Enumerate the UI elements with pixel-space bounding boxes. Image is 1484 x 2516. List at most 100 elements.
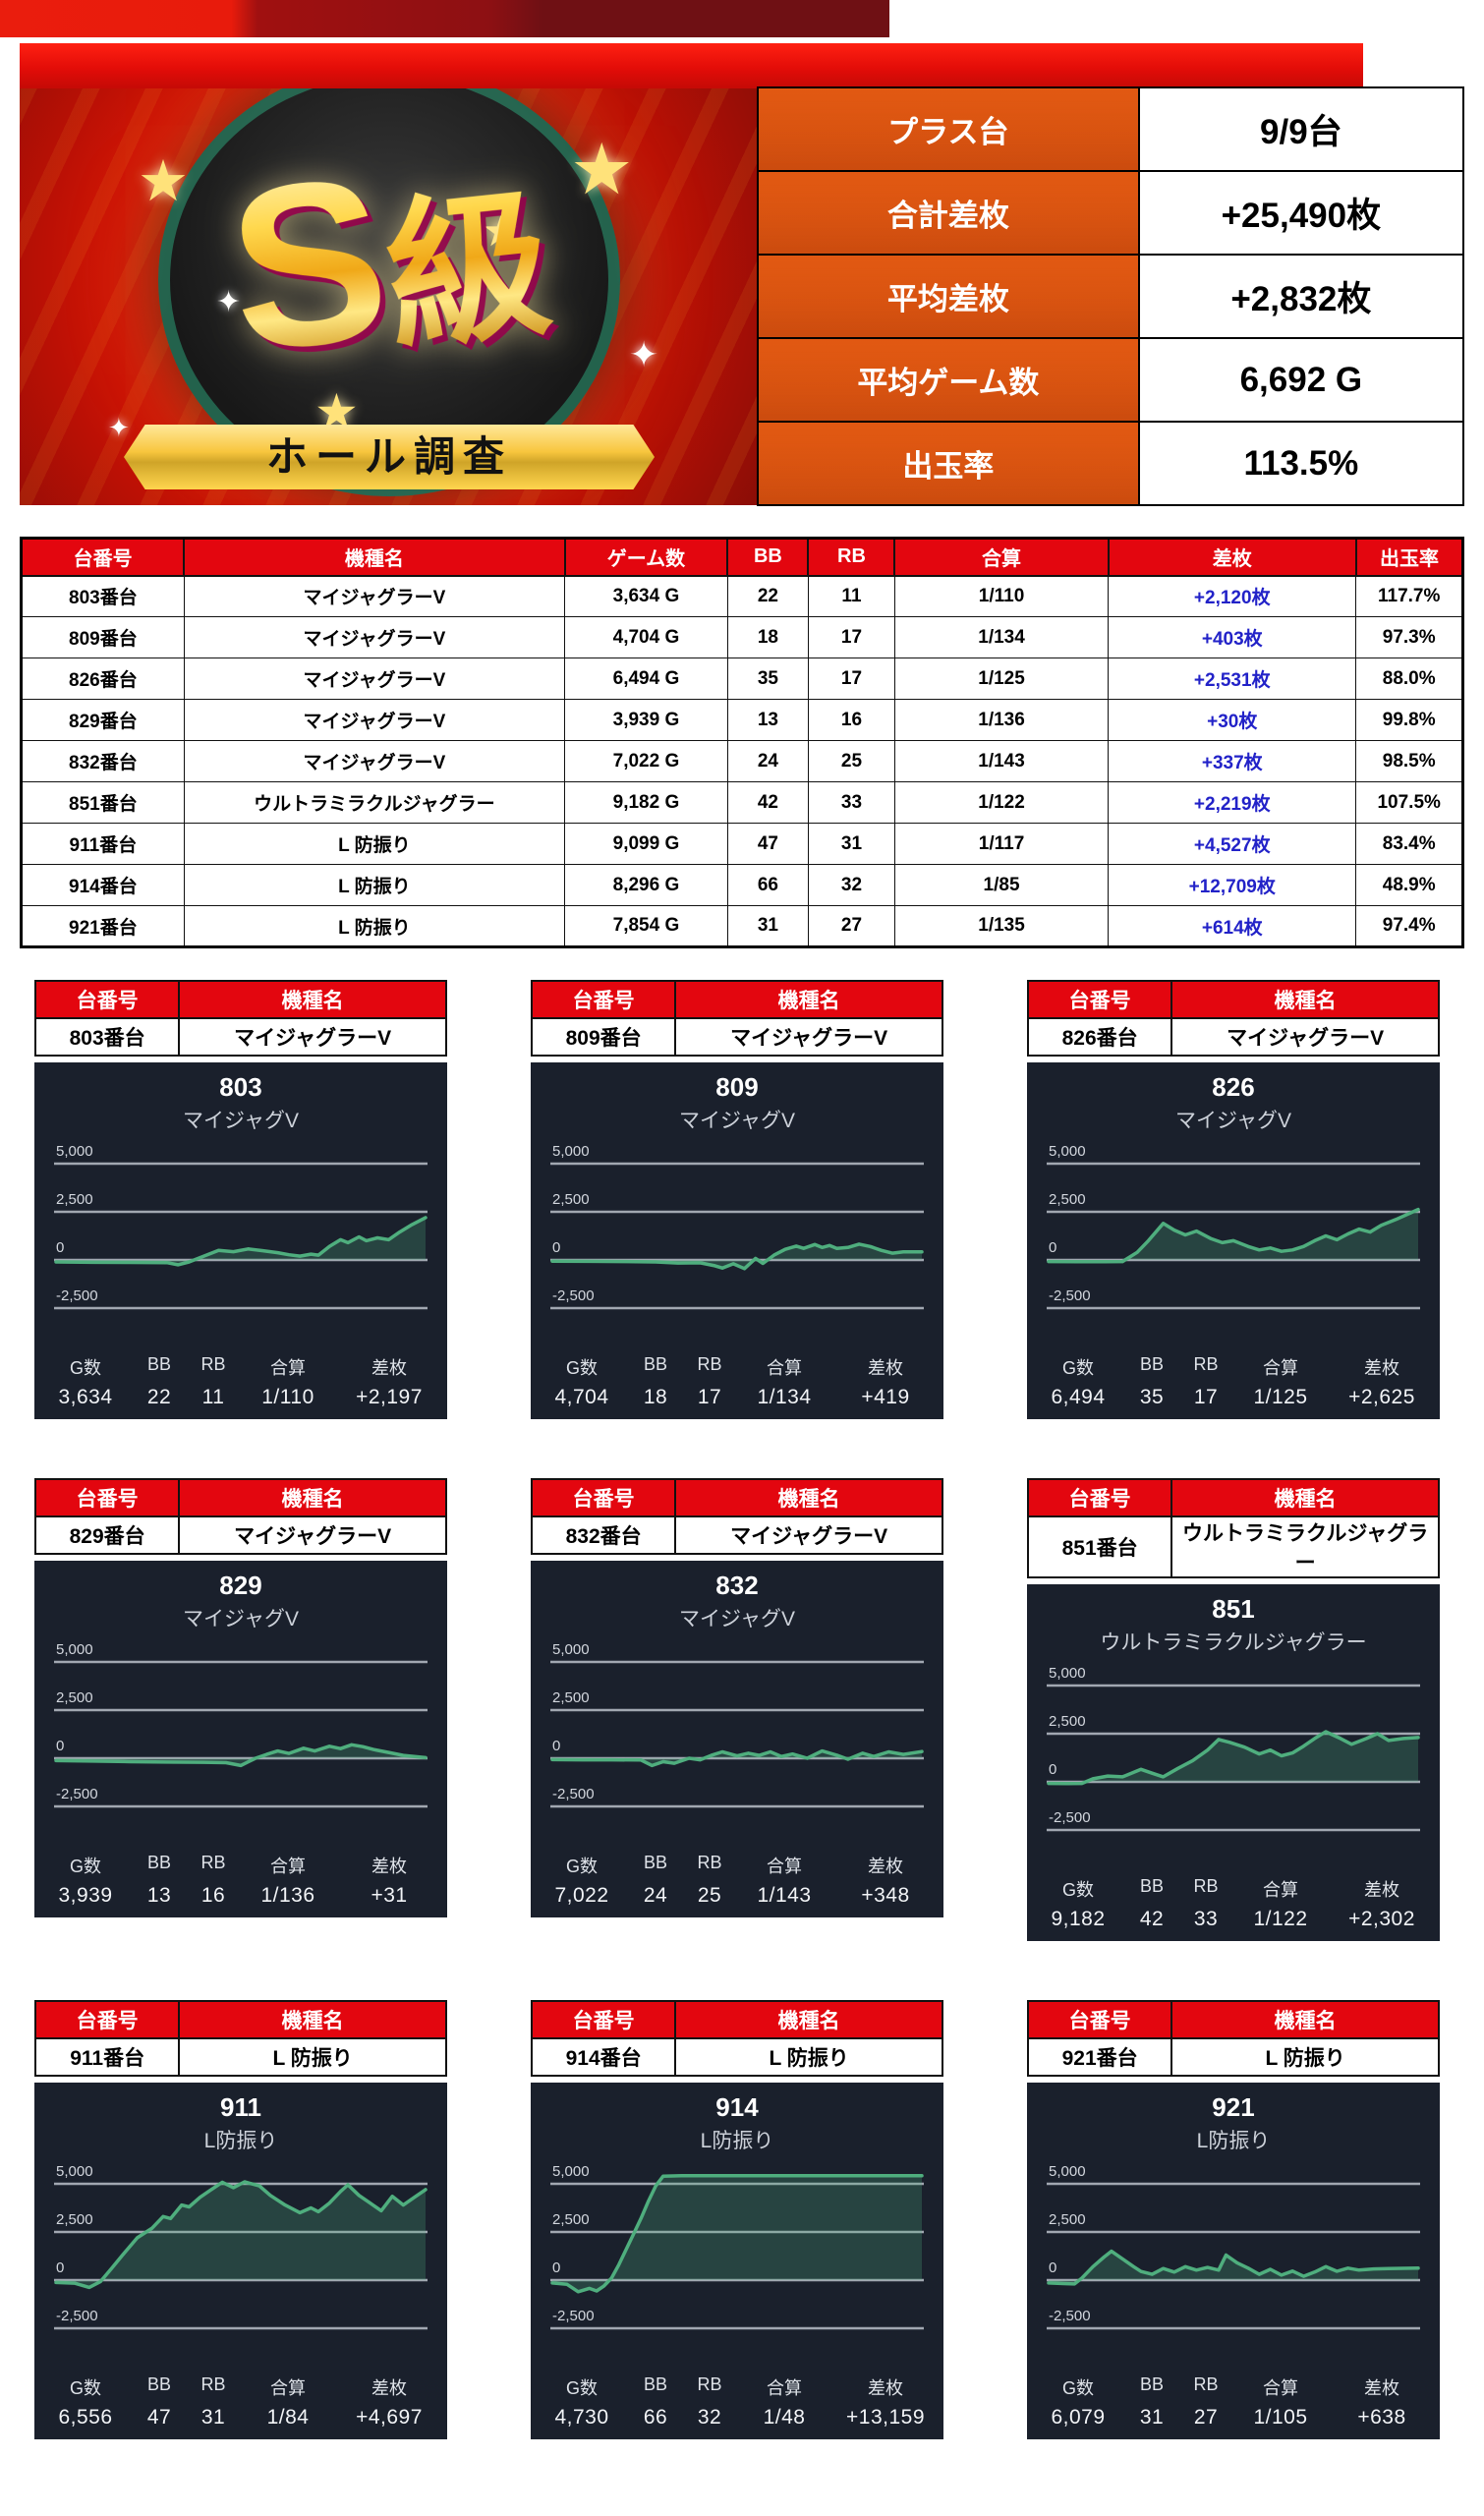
- stat-header: 差枚: [371, 1358, 407, 1378]
- table-row: 832番台 マイジャグラーV 7,022 G 24 25 1/143 +337枚 98.5%: [21, 740, 1463, 782]
- unit-header: 台番号: [33, 980, 181, 1019]
- slump-graph: 5,000 2,500 0 -2,500: [550, 2163, 924, 2330]
- stat-value: 9,182: [1051, 1908, 1106, 1930]
- stat-header: RB: [1193, 2374, 1219, 2394]
- data-cell: 6,494 G: [564, 658, 728, 700]
- column-header: 差枚: [1107, 537, 1357, 577]
- column-header: 台番号: [20, 537, 186, 577]
- y-tick-label: 5,000: [56, 1641, 93, 1658]
- table-row: 803番台 マイジャグラーV 3,634 G 22 11 1/110 +2,120枚 117.…: [21, 575, 1463, 617]
- model-name: ウルトラミラクルジャグラー: [1170, 1515, 1440, 1578]
- slump-graph: 5,000 2,500 0 -2,500: [550, 1641, 924, 1808]
- diff-cell: +30枚: [1108, 699, 1357, 741]
- data-cell: L 防振り: [183, 864, 566, 906]
- card-stats-values: 4,704 18 17 1/134 +419: [542, 1386, 932, 1409]
- slump-graph: 5,000 2,500 0 -2,500: [1047, 2163, 1420, 2330]
- card-mini-table: 台番号 機種名 826番台 マイジャグラーV: [1026, 980, 1440, 1057]
- summary-value: +25,490枚: [1137, 170, 1465, 256]
- card-title: 911: [220, 2092, 261, 2122]
- card-mini-header-row: 台番号 機種名: [33, 980, 447, 1019]
- y-tick-label: 0: [552, 1738, 560, 1754]
- slump-graph: 5,000 2,500 0 -2,500: [54, 1143, 428, 1310]
- stat-header: RB: [697, 2374, 722, 2394]
- rank-kanji: 級: [377, 172, 559, 370]
- y-tick-label: 5,000: [56, 2163, 93, 2180]
- results-table-head: 台番号 機種名 ゲーム数 BB RB 合算 差枚 出玉率: [20, 537, 1464, 577]
- data-cell: ウルトラミラクルジャグラー: [183, 781, 566, 824]
- card-subtitle: L防振り: [700, 2130, 774, 2152]
- card-mini-table: 台番号 機種名 921番台 L 防振り: [1026, 2000, 1440, 2077]
- stat-value: 17: [1193, 1386, 1219, 1408]
- machine-card: 台番号 機種名 829番台 マイジャグラーV 829 マイジャグV 5,000 2,500 0 -…: [33, 1478, 447, 1941]
- stat-header: G数: [565, 1358, 598, 1378]
- stat-value: 1/84: [266, 2406, 310, 2429]
- stat-header: G数: [565, 1857, 598, 1876]
- card-mini-header-row: 台番号 機種名: [530, 980, 943, 1019]
- card-mini-data-row: 921番台 L 防振り: [1026, 2037, 1440, 2077]
- unit-number-cell: 851番台: [21, 781, 185, 824]
- stat-header: RB: [200, 1354, 226, 1374]
- model-name: マイジャグラーV: [674, 1515, 943, 1555]
- y-tick-label: 2,500: [1049, 2211, 1086, 2228]
- card-mini-data-row: 826番台 マイジャグラーV: [1026, 1017, 1440, 1057]
- sparkle-icon: ✦: [216, 286, 242, 318]
- diff-cell: +2,219枚: [1108, 781, 1357, 824]
- stat-header: 合算: [270, 1857, 306, 1876]
- stat-header: 合算: [767, 2378, 802, 2398]
- stat-value: 13: [146, 1884, 172, 1907]
- card-mini-table: 台番号 機種名 829番台 マイジャグラーV: [33, 1478, 447, 1555]
- stat-value: 31: [200, 2406, 226, 2429]
- unit-header: 台番号: [530, 980, 677, 1019]
- stat-header: 差枚: [371, 1857, 407, 1876]
- graph-card: 809 マイジャグV 5,000 2,500 0 -2,500 G数 BB RB 合算 差枚 4,70…: [531, 1062, 943, 1419]
- unit-number-cell: 829番台: [21, 699, 185, 741]
- slump-line: [550, 1748, 924, 1768]
- table-row: 911番台 L 防振り 9,099 G 47 31 1/117 +4,527枚 83.4%: [21, 823, 1463, 865]
- model-header: 機種名: [1170, 2000, 1440, 2039]
- column-header: 出玉率: [1354, 537, 1464, 577]
- card-subtitle: マイジャグV: [679, 1110, 795, 1132]
- data-cell: 33: [807, 781, 895, 824]
- y-tick-label: 5,000: [552, 1143, 590, 1160]
- table-row: 921番台 L 防振り 7,854 G 31 27 1/135 +614枚 97.4%: [21, 905, 1463, 947]
- data-cell: 11: [807, 575, 895, 617]
- card-mini-header-row: 台番号 機種名: [33, 2000, 447, 2039]
- card-mini-table: 台番号 機種名 803番台 マイジャグラーV: [33, 980, 447, 1057]
- card-title: 803: [219, 1072, 262, 1102]
- data-cell: 1/134: [893, 616, 1110, 658]
- stat-value: 1/105: [1253, 2406, 1308, 2429]
- card-mini-table: 台番号 機種名 911番台 L 防振り: [33, 2000, 447, 2077]
- y-tick-label: 2,500: [56, 1191, 93, 1208]
- card-stats-headers: G数 BB RB 合算 差枚: [46, 1354, 435, 1380]
- data-cell: 32: [807, 864, 895, 906]
- card-stats-values: 9,182 42 33 1/122 +2,302: [1039, 1908, 1428, 1931]
- table-row: 851番台 ウルトラミラクルジャグラー 9,182 G 42 33 1/122 +2,219…: [21, 781, 1463, 824]
- machine-card: 台番号 機種名 826番台 マイジャグラーV 826 マイジャグV 5,000 2,500 0 -…: [1026, 980, 1440, 1419]
- stat-value: +2,197: [356, 1386, 423, 1408]
- graph-card: 921 L防振り 5,000 2,500 0 -2,500 G数 BB RB 合算 差枚 6,079 3…: [1027, 2083, 1440, 2439]
- data-cell: マイジャグラーV: [183, 699, 566, 741]
- card-title: 921: [1212, 2092, 1255, 2122]
- unit-header: 台番号: [1026, 980, 1173, 1019]
- y-tick-label: 0: [56, 2259, 64, 2276]
- card-stats-headers: G数 BB RB 合算 差枚: [542, 2374, 932, 2400]
- stat-value: 17: [697, 1386, 722, 1408]
- machine-card: 台番号 機種名 809番台 マイジャグラーV 809 マイジャグV 5,000 2,500 0 -…: [530, 980, 943, 1419]
- stat-header: RB: [1193, 1876, 1219, 1896]
- y-tick-label: 5,000: [1049, 1143, 1086, 1160]
- data-cell: マイジャグラーV: [183, 616, 566, 658]
- stat-header: G数: [565, 2378, 598, 2398]
- model-name: L 防振り: [1170, 2037, 1440, 2077]
- stat-header: G数: [1061, 1358, 1094, 1378]
- results-header-row: 台番号 機種名 ゲーム数 BB RB 合算 差枚 出玉率: [20, 537, 1464, 577]
- data-cell: 117.7%: [1355, 575, 1463, 617]
- data-cell: 3,634 G: [564, 575, 728, 617]
- stat-value: +2,302: [1348, 1908, 1415, 1930]
- data-cell: 9,182 G: [564, 781, 728, 824]
- data-cell: 1/110: [893, 575, 1110, 617]
- results-table: 台番号 機種名 ゲーム数 BB RB 合算 差枚 出玉率 803番台 マイジャグラーV 3,634…: [20, 537, 1464, 948]
- summary-label: プラス台: [757, 86, 1140, 172]
- stat-header: BB: [1139, 2374, 1164, 2394]
- unit-number: 851番台: [1026, 1515, 1173, 1578]
- machine-card: 台番号 機種名 832番台 マイジャグラーV 832 マイジャグV 5,000 2,500 0 -…: [530, 1478, 943, 1941]
